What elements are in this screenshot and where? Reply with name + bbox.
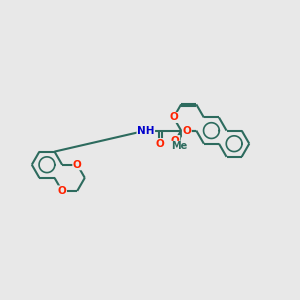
Text: O: O (155, 139, 164, 148)
Text: O: O (171, 136, 180, 146)
Text: NH: NH (137, 126, 154, 136)
Text: O: O (182, 126, 191, 136)
Text: Me: Me (171, 141, 187, 152)
Text: O: O (169, 112, 178, 122)
Text: O: O (58, 186, 67, 196)
Text: O: O (73, 160, 82, 170)
